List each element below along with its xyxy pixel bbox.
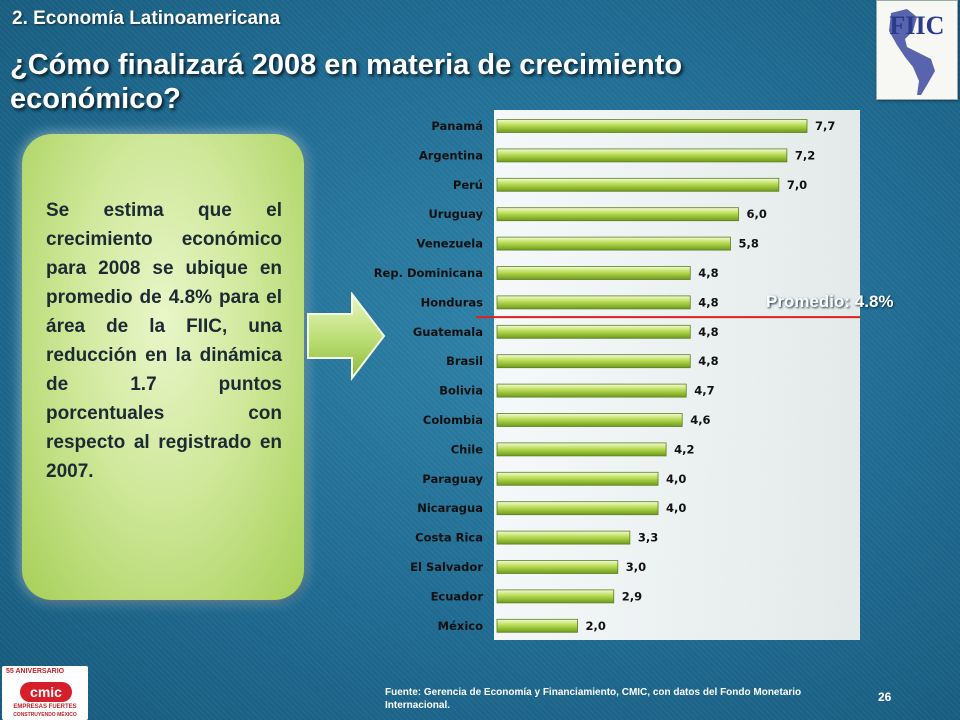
value-label: 7,2 — [795, 148, 815, 162]
bar-el-salvador — [496, 560, 619, 574]
value-label: 4,7 — [694, 384, 714, 398]
value-label: 4,2 — [674, 442, 694, 456]
value-label: 4,8 — [698, 354, 718, 368]
bar-m-xico — [496, 618, 578, 633]
category-label: Venezuela — [417, 237, 483, 251]
category-label: México — [438, 619, 483, 633]
value-label: 4,6 — [690, 413, 710, 427]
bar-bolivia — [496, 383, 687, 398]
bar-honduras — [496, 295, 691, 310]
cmic-name: cmic — [20, 682, 72, 702]
bar-rep-dominicana — [496, 266, 691, 280]
page-title: ¿Cómo finalizará 2008 en materia de crec… — [10, 49, 683, 115]
cmic-tagline: EMPRESAS FUERTES — [13, 704, 77, 710]
bar-argentina — [496, 148, 788, 163]
value-label: 5,8 — [739, 237, 759, 251]
cmic-logo: 55 ANIVERSARIO cmic EMPRESAS FUERTES CON… — [2, 666, 88, 720]
source-note: Fuente: Gerencia de Economía y Financiam… — [385, 687, 802, 711]
bar-ecuador — [496, 589, 615, 604]
value-label: 2,9 — [622, 589, 642, 603]
category-label: Brasil — [446, 354, 483, 368]
category-label: Rep. Dominicana — [374, 266, 483, 280]
bar-paraguay — [496, 471, 659, 486]
growth-bar-chart: Panamá Argentina Perú Uruguay Venezuela Rep. … — [374, 110, 860, 640]
value-label: 4,8 — [698, 325, 718, 339]
value-label: 7,7 — [815, 119, 835, 133]
category-label: El Salvador — [410, 560, 483, 574]
value-label: 6,0 — [747, 207, 767, 221]
value-label: 4,8 — [698, 295, 718, 309]
bar-colombia — [496, 413, 683, 427]
bar-panam- — [496, 119, 808, 133]
americas-map-icon — [889, 9, 935, 95]
value-label: 7,0 — [787, 178, 807, 192]
category-label: Uruguay — [428, 207, 483, 221]
category-label: Colombia — [423, 413, 483, 427]
section-heading: 2. Economía Latinoamericana — [12, 8, 281, 29]
category-label: Perú — [453, 178, 483, 192]
bar-guatemala — [496, 324, 691, 339]
fiic-logo: FIIC — [876, 0, 958, 100]
bar-costa-rica — [496, 530, 631, 545]
page-number: 26 — [878, 690, 892, 704]
fiic-logo-text: FIIC — [889, 11, 945, 40]
right-arrow-icon — [307, 292, 386, 381]
bar-per- — [496, 177, 780, 192]
bar-brasil — [496, 354, 691, 369]
value-label: 3,3 — [638, 531, 658, 545]
bar-uruguay — [496, 207, 739, 222]
category-label: Nicaragua — [417, 501, 483, 515]
category-label: Costa Rica — [415, 531, 483, 545]
value-label: 4,0 — [666, 472, 686, 486]
summary-callout: Se estima que el crecimiento económico p… — [22, 134, 304, 600]
category-label: Chile — [451, 442, 484, 456]
category-label: Argentina — [419, 148, 483, 162]
average-label: Promedio: 4.8% — [766, 292, 894, 311]
category-label: Paraguay — [422, 472, 483, 486]
value-label: 4,0 — [666, 501, 686, 515]
cmic-tagline-secondary: CONSTRUYENDO MÉXICO — [13, 712, 77, 718]
category-label: Honduras — [421, 295, 484, 309]
category-label: Bolivia — [439, 384, 483, 398]
category-label: Panamá — [431, 119, 483, 133]
bar-venezuela — [496, 236, 731, 251]
cmic-anniversary: 55 ANIVERSARIO — [6, 668, 65, 675]
category-label: Ecuador — [431, 589, 484, 603]
bar-chile — [496, 442, 667, 457]
category-label: Guatemala — [413, 325, 483, 339]
summary-text: Se estima que el crecimiento económico p… — [46, 200, 282, 482]
bar-nicaragua — [496, 501, 659, 516]
value-label: 2,0 — [586, 619, 606, 633]
value-label: 4,8 — [698, 266, 718, 280]
value-label: 3,0 — [626, 560, 646, 574]
plot-background — [494, 110, 860, 640]
